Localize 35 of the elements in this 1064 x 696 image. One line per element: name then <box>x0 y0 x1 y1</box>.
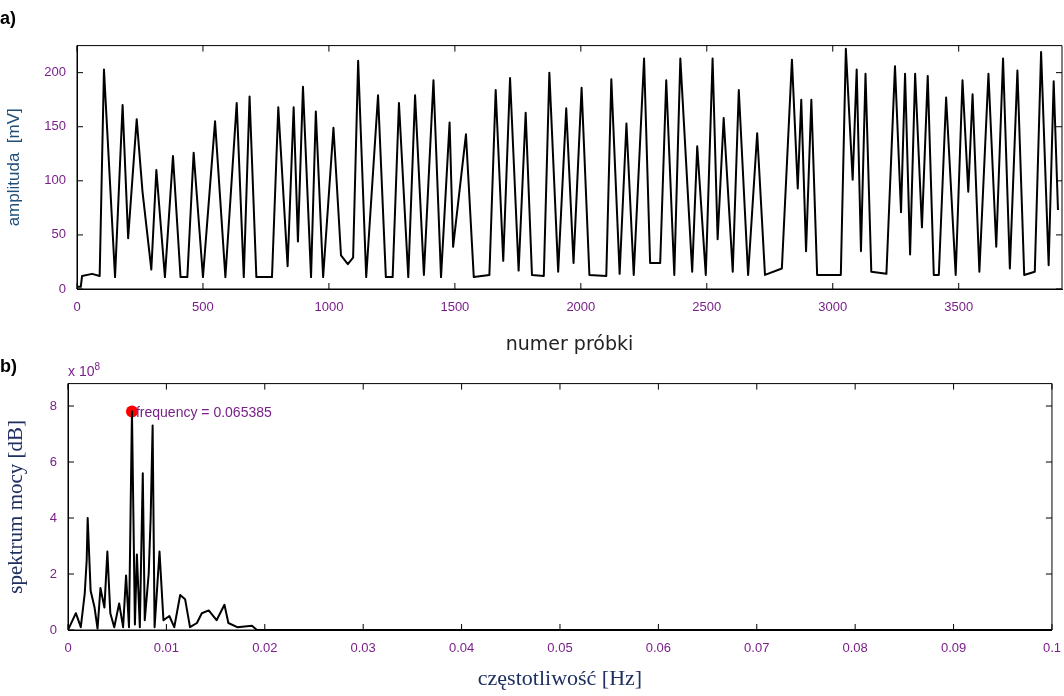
y-tick-label: 100 <box>44 172 66 188</box>
y-tick-label: 150 <box>44 118 66 134</box>
x-tick-label: 500 <box>192 299 214 315</box>
y-tick-label: 200 <box>44 64 66 80</box>
x-tick-label: 0.05 <box>547 640 573 656</box>
y-axis-title: spektrum mocy [dB] <box>3 419 28 594</box>
x-tick-label: 0.06 <box>645 640 672 656</box>
x-tick-label: 0.09 <box>940 640 967 656</box>
x-tick-label: 0.04 <box>448 640 475 656</box>
y-tick-label: 2 <box>49 565 57 581</box>
annotation: frequency = 0.065385 <box>135 403 272 420</box>
x-tick-label: 2000 <box>566 299 596 315</box>
x-tick-label: 0.1 <box>1042 640 1061 656</box>
y-tick-label: 4 <box>49 509 57 525</box>
x-tick-label: 0.07 <box>744 640 770 656</box>
y-tick-label: 6 <box>49 453 57 469</box>
x-tick-label: 0.02 <box>252 640 278 656</box>
x-axis-title: częstotliwość [Hz] <box>477 664 643 690</box>
y-tick-label: 0 <box>58 280 66 296</box>
x-axis-title: numer próbki <box>505 331 634 354</box>
x-tick-label: 0.01 <box>153 640 180 656</box>
x-tick-label: 3000 <box>818 299 848 315</box>
chart-title: a) <box>0 7 17 28</box>
y-tick-label: 0 <box>49 621 57 637</box>
x-tick-label: 2500 <box>692 299 722 315</box>
x-tick-label: 0 <box>73 299 81 315</box>
x-tick-label: 3500 <box>944 299 974 315</box>
y-tick-label: 50 <box>51 226 66 242</box>
chart-title: b) <box>0 355 17 376</box>
y-tick-label: 8 <box>49 397 57 413</box>
x-tick-label: 0.03 <box>350 640 376 656</box>
y-axis-title: amplituda [mV] <box>3 108 23 227</box>
x-tick-label: 0.08 <box>842 640 868 656</box>
x-tick-label: 1000 <box>314 299 344 315</box>
x-tick-label: 1500 <box>440 299 470 315</box>
